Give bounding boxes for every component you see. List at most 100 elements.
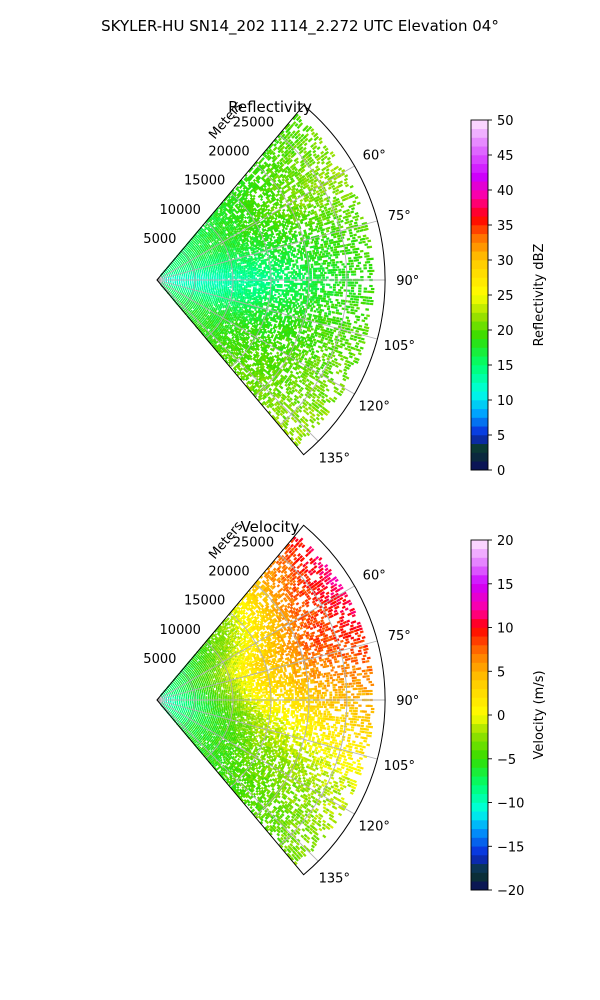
- colorbar-segment: [471, 435, 488, 444]
- colorbar-segment: [471, 199, 488, 208]
- colorbar-segment: [471, 776, 488, 785]
- colorbar-segment: [471, 181, 488, 190]
- colorbar-segment: [471, 811, 488, 820]
- colorbar-segment: [471, 698, 488, 707]
- colorbar-segment: [471, 120, 488, 129]
- colorbar-segment: [471, 269, 488, 278]
- colorbar-segment: [471, 461, 488, 470]
- colorbar-segment: [471, 785, 488, 794]
- colorbar-segment: [471, 391, 488, 400]
- colorbar-segment: [471, 426, 488, 435]
- colorbar-segment: [471, 295, 488, 304]
- colorbar-segment: [471, 540, 488, 549]
- colorbar-segment: [471, 794, 488, 803]
- azimuth-tick-label: 60°: [363, 569, 386, 584]
- range-tick-label: 10000: [160, 203, 201, 218]
- colorbar-tick-label: 10: [497, 622, 514, 637]
- colorbar-tick-label: 30: [497, 254, 514, 269]
- colorbar-segment: [471, 829, 488, 838]
- range-tick-label: 5000: [143, 232, 176, 247]
- colorbar-segment: [471, 304, 488, 313]
- range-tick-label: 15000: [184, 594, 225, 609]
- azimuth-tick-label: 90°: [396, 694, 419, 709]
- colorbar-segment: [471, 356, 488, 365]
- colorbar-segment: [471, 671, 488, 680]
- colorbar-segment: [471, 313, 488, 322]
- colorbar-tick-label: 20: [497, 534, 514, 549]
- colorbar-tick-label: 0: [497, 464, 505, 479]
- colorbar-segment: [471, 846, 488, 855]
- colorbar-segment: [471, 558, 488, 567]
- azimuth-tick-label: 105°: [384, 339, 415, 354]
- colorbar-segment: [471, 724, 488, 733]
- colorbar-tick-label: 25: [497, 289, 514, 304]
- colorbar-segment: [471, 645, 488, 654]
- colorbar-segment: [471, 680, 488, 689]
- colorbar-segment: [471, 216, 488, 225]
- colorbar-tick-label: 50: [497, 114, 514, 129]
- radar-field: [160, 536, 375, 865]
- colorbar-tick-label: 5: [497, 665, 505, 680]
- colorbar-tick-label: −15: [497, 840, 524, 855]
- colorbar-segment: [471, 741, 488, 750]
- colorbar-segment: [471, 208, 488, 217]
- range-tick-label: 10000: [160, 623, 201, 638]
- colorbar-segment: [471, 881, 488, 890]
- colorbar-segment: [471, 260, 488, 269]
- panel-velocity: Velocity500010000150002000025000Meters60…: [143, 518, 547, 899]
- colorbar-segment: [471, 715, 488, 724]
- range-tick-label: 20000: [208, 145, 249, 160]
- colorbar-segment: [471, 321, 488, 330]
- colorbar-segment: [471, 864, 488, 873]
- colorbar-segment: [471, 566, 488, 575]
- colorbar-segment: [471, 610, 488, 619]
- colorbar-label: Velocity (m/s): [532, 670, 547, 759]
- colorbar-tick-label: 10: [497, 394, 514, 409]
- range-tick-label: 20000: [208, 565, 249, 580]
- colorbar-tick-label: −5: [497, 753, 516, 768]
- colorbar-tick-label: 35: [497, 219, 514, 234]
- colorbar-tick-label: 40: [497, 184, 514, 199]
- colorbar-segment: [471, 348, 488, 357]
- colorbar-tick-label: 15: [497, 359, 514, 374]
- colorbar-segment: [471, 190, 488, 199]
- colorbar-segment: [471, 129, 488, 138]
- colorbar-segment: [471, 138, 488, 147]
- colorbar-segment: [471, 619, 488, 628]
- colorbar-segment: [471, 636, 488, 645]
- azimuth-tick-label: 120°: [359, 819, 390, 834]
- azimuth-tick-label: 135°: [319, 871, 350, 886]
- colorbar-tick-label: −10: [497, 797, 524, 812]
- colorbar-segment: [471, 251, 488, 260]
- colorbar-segment: [471, 689, 488, 698]
- colorbar-segment: [471, 444, 488, 453]
- colorbar-segment: [471, 654, 488, 663]
- azimuth-tick-label: 120°: [359, 399, 390, 414]
- colorbar-segment: [471, 663, 488, 672]
- colorbar-label: Reflectivity dBZ: [532, 244, 547, 347]
- colorbar-tick-label: 20: [497, 324, 514, 339]
- colorbar-segment: [471, 803, 488, 812]
- azimuth-tick-label: 75°: [388, 209, 411, 224]
- colorbar-segment: [471, 409, 488, 418]
- colorbar-segment: [471, 733, 488, 742]
- colorbar-segment: [471, 838, 488, 847]
- azimuth-tick-label: 105°: [384, 759, 415, 774]
- colorbar-segment: [471, 549, 488, 558]
- colorbar-segment: [471, 601, 488, 610]
- colorbar-segment: [471, 750, 488, 759]
- panel-reflectivity: Reflectivity500010000150002000025000Mete…: [143, 98, 547, 479]
- colorbar-segment: [471, 146, 488, 155]
- colorbar-segment: [471, 243, 488, 252]
- colorbar-segment: [471, 873, 488, 882]
- colorbar-segment: [471, 706, 488, 715]
- figure-title: SKYLER-HU SN14_202 1114_2.272 UTC Elevat…: [101, 17, 499, 36]
- range-tick-label: 25000: [233, 116, 274, 131]
- colorbar-segment: [471, 173, 488, 182]
- range-tick-label: 5000: [143, 652, 176, 667]
- colorbar-segment: [471, 855, 488, 864]
- colorbar-tick-label: 45: [497, 149, 514, 164]
- colorbar-segment: [471, 383, 488, 392]
